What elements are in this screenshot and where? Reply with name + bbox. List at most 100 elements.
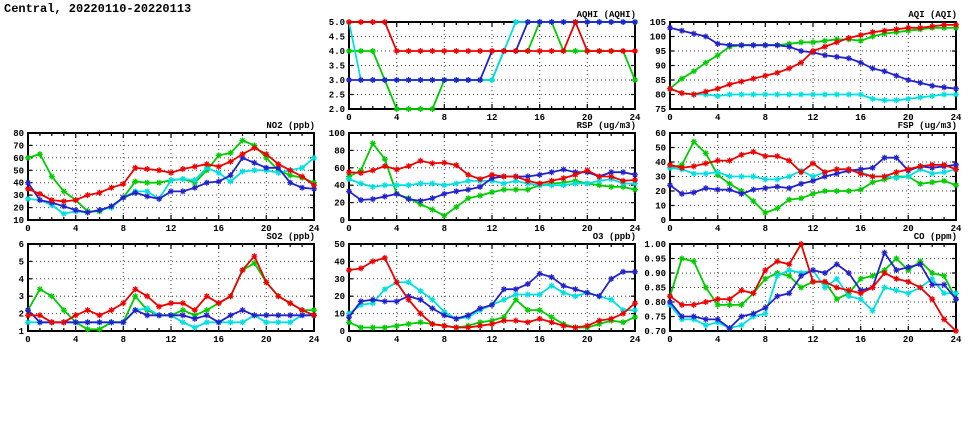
svg-text:50: 50 — [334, 240, 345, 250]
svg-text:40: 40 — [655, 158, 666, 168]
svg-text:20: 20 — [13, 204, 24, 214]
chart-aqhi: AQHI (AQHI) 0 4 8 12 16 20 24 2.0 2.5 3.0 3.5 4.0 4.… — [321, 9, 651, 131]
svg-text:16: 16 — [534, 113, 545, 123]
svg-text:24: 24 — [630, 335, 641, 345]
o3-plot: 0 4 8 12 16 20 24 0 10 20 30 40 50 — [334, 240, 641, 345]
svg-text:16: 16 — [855, 224, 866, 234]
svg-text:80: 80 — [334, 146, 345, 156]
svg-text:1.00: 1.00 — [644, 240, 666, 250]
svg-text:5.0: 5.0 — [329, 18, 345, 28]
chart-title-co: CO (ppm) — [913, 232, 957, 242]
svg-text:8: 8 — [121, 224, 126, 234]
svg-text:85: 85 — [655, 76, 666, 86]
fsp-plot: 0 4 8 12 16 20 24 0 10 20 30 40 50 60 — [655, 129, 962, 234]
chart-aqi: AQI (AQI) 0 4 8 12 16 20 24 75 80 85 90 95 100 105 — [642, 9, 972, 131]
svg-text:75: 75 — [655, 105, 666, 115]
svg-text:5: 5 — [19, 257, 24, 267]
svg-text:4: 4 — [73, 224, 79, 234]
svg-text:4: 4 — [19, 275, 25, 285]
svg-text:20: 20 — [582, 113, 593, 123]
svg-text:20: 20 — [655, 187, 666, 197]
svg-text:8: 8 — [763, 335, 768, 345]
svg-text:8: 8 — [442, 335, 447, 345]
svg-text:95: 95 — [655, 47, 666, 57]
svg-text:0.85: 0.85 — [644, 284, 666, 294]
svg-text:20: 20 — [582, 335, 593, 345]
svg-text:12: 12 — [808, 335, 819, 345]
svg-text:30: 30 — [655, 173, 666, 183]
svg-text:20: 20 — [903, 335, 914, 345]
svg-text:90: 90 — [655, 62, 666, 72]
svg-text:24: 24 — [630, 224, 641, 234]
page-title: Central, 20220110-20220113 — [4, 2, 192, 16]
svg-text:80: 80 — [13, 129, 24, 139]
svg-text:10: 10 — [655, 202, 666, 212]
svg-text:10: 10 — [13, 216, 24, 226]
svg-text:16: 16 — [534, 224, 545, 234]
svg-text:30: 30 — [334, 275, 345, 285]
svg-text:8: 8 — [442, 113, 447, 123]
svg-text:70: 70 — [13, 141, 24, 151]
svg-text:20: 20 — [261, 224, 272, 234]
svg-text:20: 20 — [903, 224, 914, 234]
svg-text:16: 16 — [855, 113, 866, 123]
svg-text:24: 24 — [309, 224, 320, 234]
svg-text:12: 12 — [808, 113, 819, 123]
chart-so2: SO2 (ppb) 0 4 8 12 16 20 24 1 2 3 4 5 6 — [0, 231, 330, 353]
svg-text:3: 3 — [19, 292, 24, 302]
chart-title-rsp: RSP (ug/m3) — [576, 121, 636, 131]
svg-text:24: 24 — [951, 335, 962, 345]
svg-text:16: 16 — [213, 335, 224, 345]
svg-text:40: 40 — [13, 179, 24, 189]
svg-text:100: 100 — [329, 129, 345, 139]
svg-text:20: 20 — [903, 113, 914, 123]
chart-title-fsp: FSP (ug/m3) — [897, 121, 957, 131]
svg-text:100: 100 — [650, 33, 666, 43]
svg-text:0: 0 — [346, 224, 351, 234]
svg-text:0.75: 0.75 — [644, 313, 666, 323]
svg-text:2.0: 2.0 — [329, 105, 345, 115]
svg-text:0: 0 — [346, 113, 351, 123]
svg-text:24: 24 — [951, 224, 962, 234]
svg-text:80: 80 — [655, 91, 666, 101]
chart-title-no2: NO2 (ppb) — [266, 121, 315, 131]
svg-text:4: 4 — [715, 335, 721, 345]
chart-title-so2: SO2 (ppb) — [266, 232, 315, 242]
svg-text:1: 1 — [19, 327, 25, 337]
svg-text:0: 0 — [25, 335, 30, 345]
svg-text:0.70: 0.70 — [644, 327, 666, 337]
svg-text:4: 4 — [394, 335, 400, 345]
svg-text:3.5: 3.5 — [329, 62, 345, 72]
svg-text:0: 0 — [661, 216, 666, 226]
chart-fsp: FSP (ug/m3) 0 4 8 12 16 20 24 0 10 20 30 40 50 60 — [642, 120, 972, 242]
chart-co: CO (ppm) 0 4 8 12 16 20 24 0.70 0.75 0.80 0.85 0.90… — [642, 231, 972, 353]
chart-o3: O3 (ppb) 0 4 8 12 16 20 24 0 10 20 30 40 50 — [321, 231, 651, 353]
co-plot: 0 4 8 12 16 20 24 0.70 0.75 0.80 0.85 0.90 0.95 1.00 — [644, 240, 962, 345]
svg-text:0.90: 0.90 — [644, 269, 666, 279]
svg-text:60: 60 — [334, 164, 345, 174]
svg-text:60: 60 — [655, 129, 666, 139]
svg-text:20: 20 — [261, 335, 272, 345]
svg-text:4.5: 4.5 — [329, 33, 345, 43]
svg-text:16: 16 — [213, 224, 224, 234]
svg-text:8: 8 — [763, 224, 768, 234]
svg-text:12: 12 — [166, 335, 177, 345]
svg-text:20: 20 — [582, 224, 593, 234]
rsp-plot: 0 4 8 12 16 20 24 0 20 40 60 80 100 — [329, 129, 641, 234]
svg-text:12: 12 — [487, 224, 498, 234]
svg-text:4: 4 — [394, 224, 400, 234]
svg-text:3.0: 3.0 — [329, 76, 345, 86]
svg-text:10: 10 — [334, 310, 345, 320]
svg-text:0: 0 — [667, 335, 672, 345]
svg-text:0: 0 — [667, 224, 672, 234]
svg-text:0: 0 — [667, 113, 672, 123]
aqi-plot: 0 4 8 12 16 20 24 75 80 85 90 95 100 105 — [650, 18, 962, 123]
svg-text:50: 50 — [655, 144, 666, 154]
svg-text:105: 105 — [650, 18, 666, 28]
svg-text:8: 8 — [763, 113, 768, 123]
svg-text:8: 8 — [442, 224, 447, 234]
svg-text:4: 4 — [73, 335, 79, 345]
svg-text:50: 50 — [13, 166, 24, 176]
svg-text:4.0: 4.0 — [329, 47, 345, 57]
